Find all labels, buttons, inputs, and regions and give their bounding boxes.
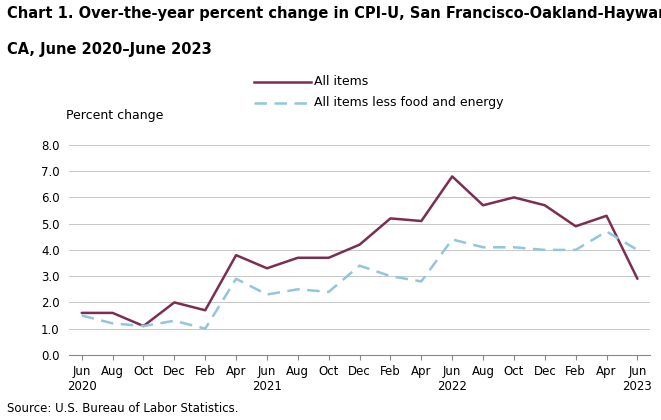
All items less food and energy (603, 229, 611, 234)
All items less food and energy (139, 323, 147, 328)
All items less food and energy (417, 279, 425, 284)
All items less food and energy (171, 318, 178, 323)
All items less food and energy (108, 321, 116, 326)
All items less food and energy (78, 313, 86, 318)
All items (541, 203, 549, 208)
All items less food and energy (356, 263, 364, 268)
Text: Source: U.S. Bureau of Labor Statistics.: Source: U.S. Bureau of Labor Statistics. (7, 402, 238, 415)
All items (263, 266, 271, 271)
Text: All items: All items (314, 76, 368, 88)
All items (232, 252, 240, 257)
All items (572, 224, 580, 229)
All items (78, 310, 86, 315)
Text: Percent change: Percent change (66, 109, 163, 122)
All items less food and energy (633, 247, 641, 252)
All items less food and energy (201, 326, 209, 331)
Line: All items: All items (82, 176, 637, 326)
All items (325, 255, 332, 260)
Text: CA, June 2020–June 2023: CA, June 2020–June 2023 (7, 42, 212, 57)
All items (139, 323, 147, 328)
Text: All items less food and energy: All items less food and energy (314, 97, 504, 109)
All items (417, 218, 425, 223)
All items less food and energy (232, 276, 240, 281)
All items less food and energy (294, 287, 302, 292)
All items less food and energy (510, 245, 518, 250)
All items (294, 255, 302, 260)
All items less food and energy (572, 247, 580, 252)
All items (510, 195, 518, 200)
All items (171, 300, 178, 305)
All items less food and energy (541, 247, 549, 252)
All items less food and energy (263, 292, 271, 297)
All items (356, 242, 364, 247)
Line: All items less food and energy: All items less food and energy (82, 231, 637, 328)
All items (387, 216, 395, 221)
All items (448, 174, 456, 179)
All items less food and energy (448, 237, 456, 242)
All items (633, 276, 641, 281)
All items (108, 310, 116, 315)
All items (603, 213, 611, 218)
All items less food and energy (325, 289, 332, 294)
Text: Chart 1. Over-the-year percent change in CPI-U, San Francisco-Oakland-Hayward,: Chart 1. Over-the-year percent change in… (7, 6, 661, 21)
All items (479, 203, 487, 208)
All items (201, 308, 209, 313)
All items less food and energy (479, 245, 487, 250)
All items less food and energy (387, 274, 395, 279)
